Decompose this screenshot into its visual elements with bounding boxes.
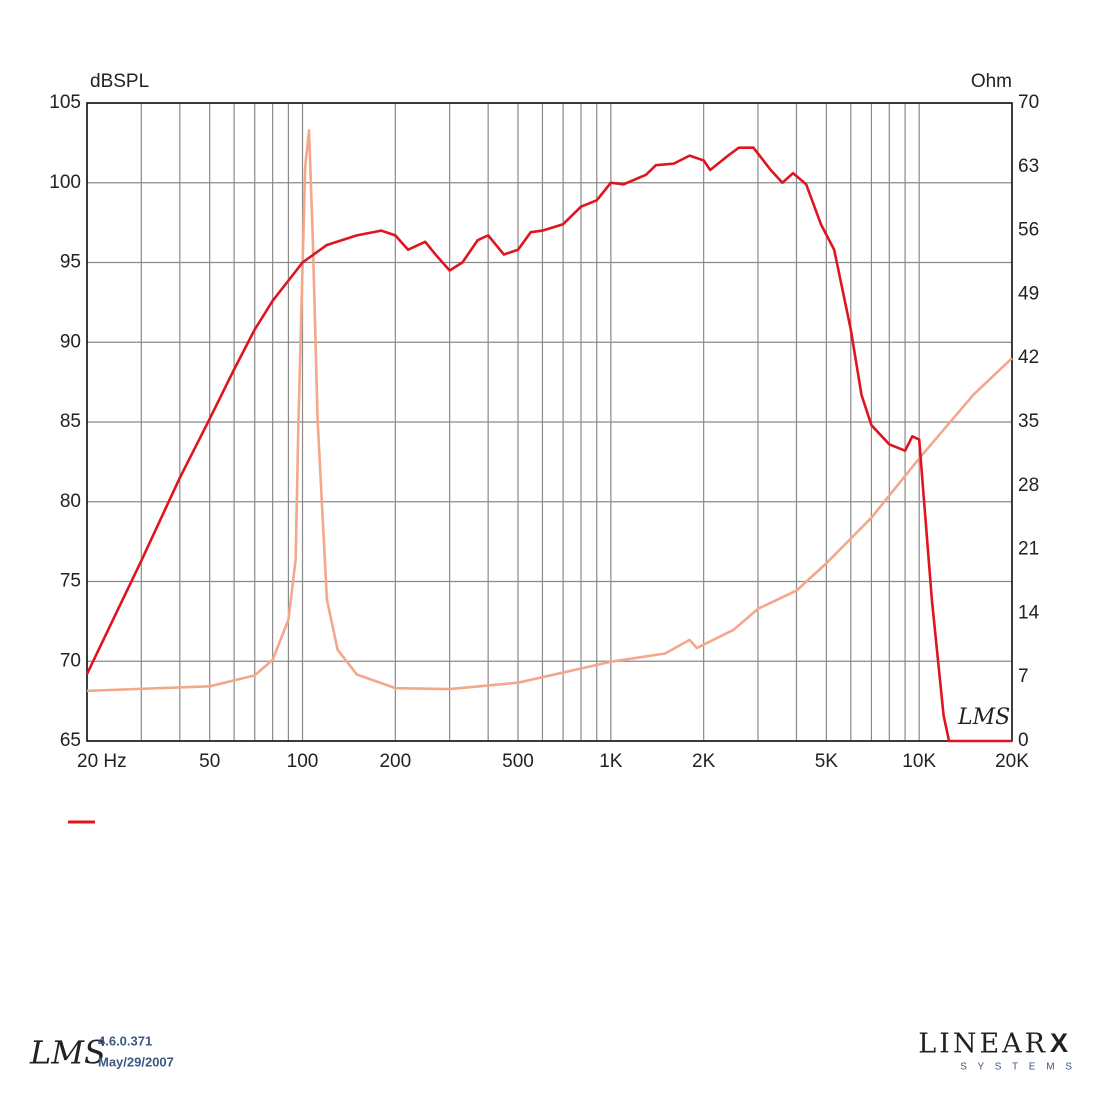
y-tick-label: 70 <box>60 650 81 671</box>
x-tick-label: 200 <box>379 751 411 772</box>
watermark: LMS <box>957 705 1010 730</box>
y2-tick-label: 49 <box>1018 283 1039 304</box>
series-line <box>86 129 1013 693</box>
y2-tick-label: 28 <box>1018 475 1039 496</box>
footer-version: 4.6.0.371 <box>98 1033 152 1048</box>
y2-axis-label: Ohm <box>971 71 1012 92</box>
y-axis-label: dBSPL <box>90 71 149 92</box>
x-tick-label: 20K <box>995 751 1029 772</box>
y2-tick-label: 7 <box>1018 666 1029 687</box>
y-tick-label: 65 <box>60 730 81 751</box>
x-tick-label: 2K <box>692 751 716 772</box>
footer-brand-sub: S Y S T E M S <box>960 1062 1076 1073</box>
y2-tick-label: 56 <box>1018 220 1039 241</box>
x-tick-label: 10K <box>902 751 936 772</box>
y2-tick-label: 0 <box>1018 730 1029 751</box>
x-tick-label: 100 <box>287 751 319 772</box>
y-tick-label: 90 <box>60 331 81 352</box>
plot-frame <box>86 102 1013 742</box>
series-line <box>85 146 1012 743</box>
footer-logo: LMS <box>29 1034 106 1072</box>
x-tick-label: 50 <box>199 751 220 772</box>
x-tick-label: 500 <box>502 751 534 772</box>
y2-tick-label: 35 <box>1018 411 1039 432</box>
y-tick-label: 95 <box>60 252 81 273</box>
y2-tick-label: 70 <box>1018 92 1039 113</box>
x-tick-label: 20 Hz <box>77 751 127 772</box>
y2-tick-label: 42 <box>1018 347 1039 368</box>
y-tick-label: 105 <box>49 92 81 113</box>
y-tick-label: 80 <box>60 491 81 512</box>
y2-tick-label: 63 <box>1018 156 1039 177</box>
y2-tick-label: 14 <box>1018 602 1040 623</box>
y-tick-label: 75 <box>60 571 81 592</box>
x-tick-label: 5K <box>815 751 839 772</box>
footer-brand: LINEAR <box>918 1029 1048 1060</box>
x-tick-label: 1K <box>599 751 623 772</box>
y-tick-label: 100 <box>49 172 81 193</box>
y-tick-label: 85 <box>60 411 81 432</box>
footer-brand-mark: X <box>1050 1028 1068 1058</box>
footer-date: May/29/2007 <box>98 1054 174 1069</box>
y2-tick-label: 21 <box>1018 539 1039 560</box>
